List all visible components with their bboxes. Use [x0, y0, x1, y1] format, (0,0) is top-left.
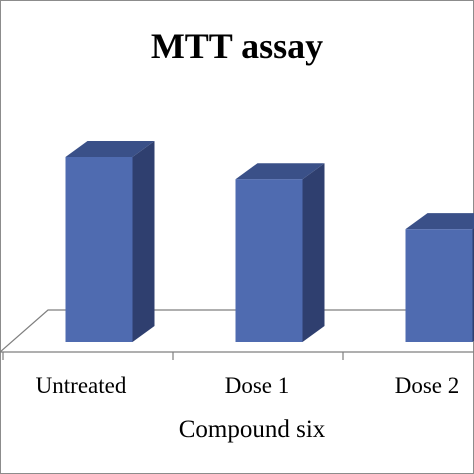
bars-group: [65, 141, 474, 342]
bar-top-face: [65, 141, 155, 157]
x-tick-labels: Untreated Dose 1 Dose 2: [2, 352, 460, 398]
bar-front-face: [405, 229, 473, 342]
x-tick-label: Untreated: [36, 373, 127, 398]
x-tick-label: Dose 1: [225, 373, 290, 398]
chart-floor: [0, 309, 474, 353]
bar-top-face: [405, 213, 474, 230]
x-tick-label: Dose 2: [395, 373, 460, 398]
bar-side-face: [302, 163, 325, 342]
bar-front-face: [65, 157, 133, 342]
chart-title: MTT assay: [151, 26, 323, 66]
bar-front-face: [235, 179, 303, 342]
bar-untreated: [65, 141, 155, 342]
x-axis-label: Compound six: [179, 416, 326, 443]
bar-side-face: [132, 141, 155, 342]
bar-top-face: [235, 163, 325, 180]
bar-dose-1: [235, 163, 325, 342]
bar-dose-2: [405, 213, 474, 342]
